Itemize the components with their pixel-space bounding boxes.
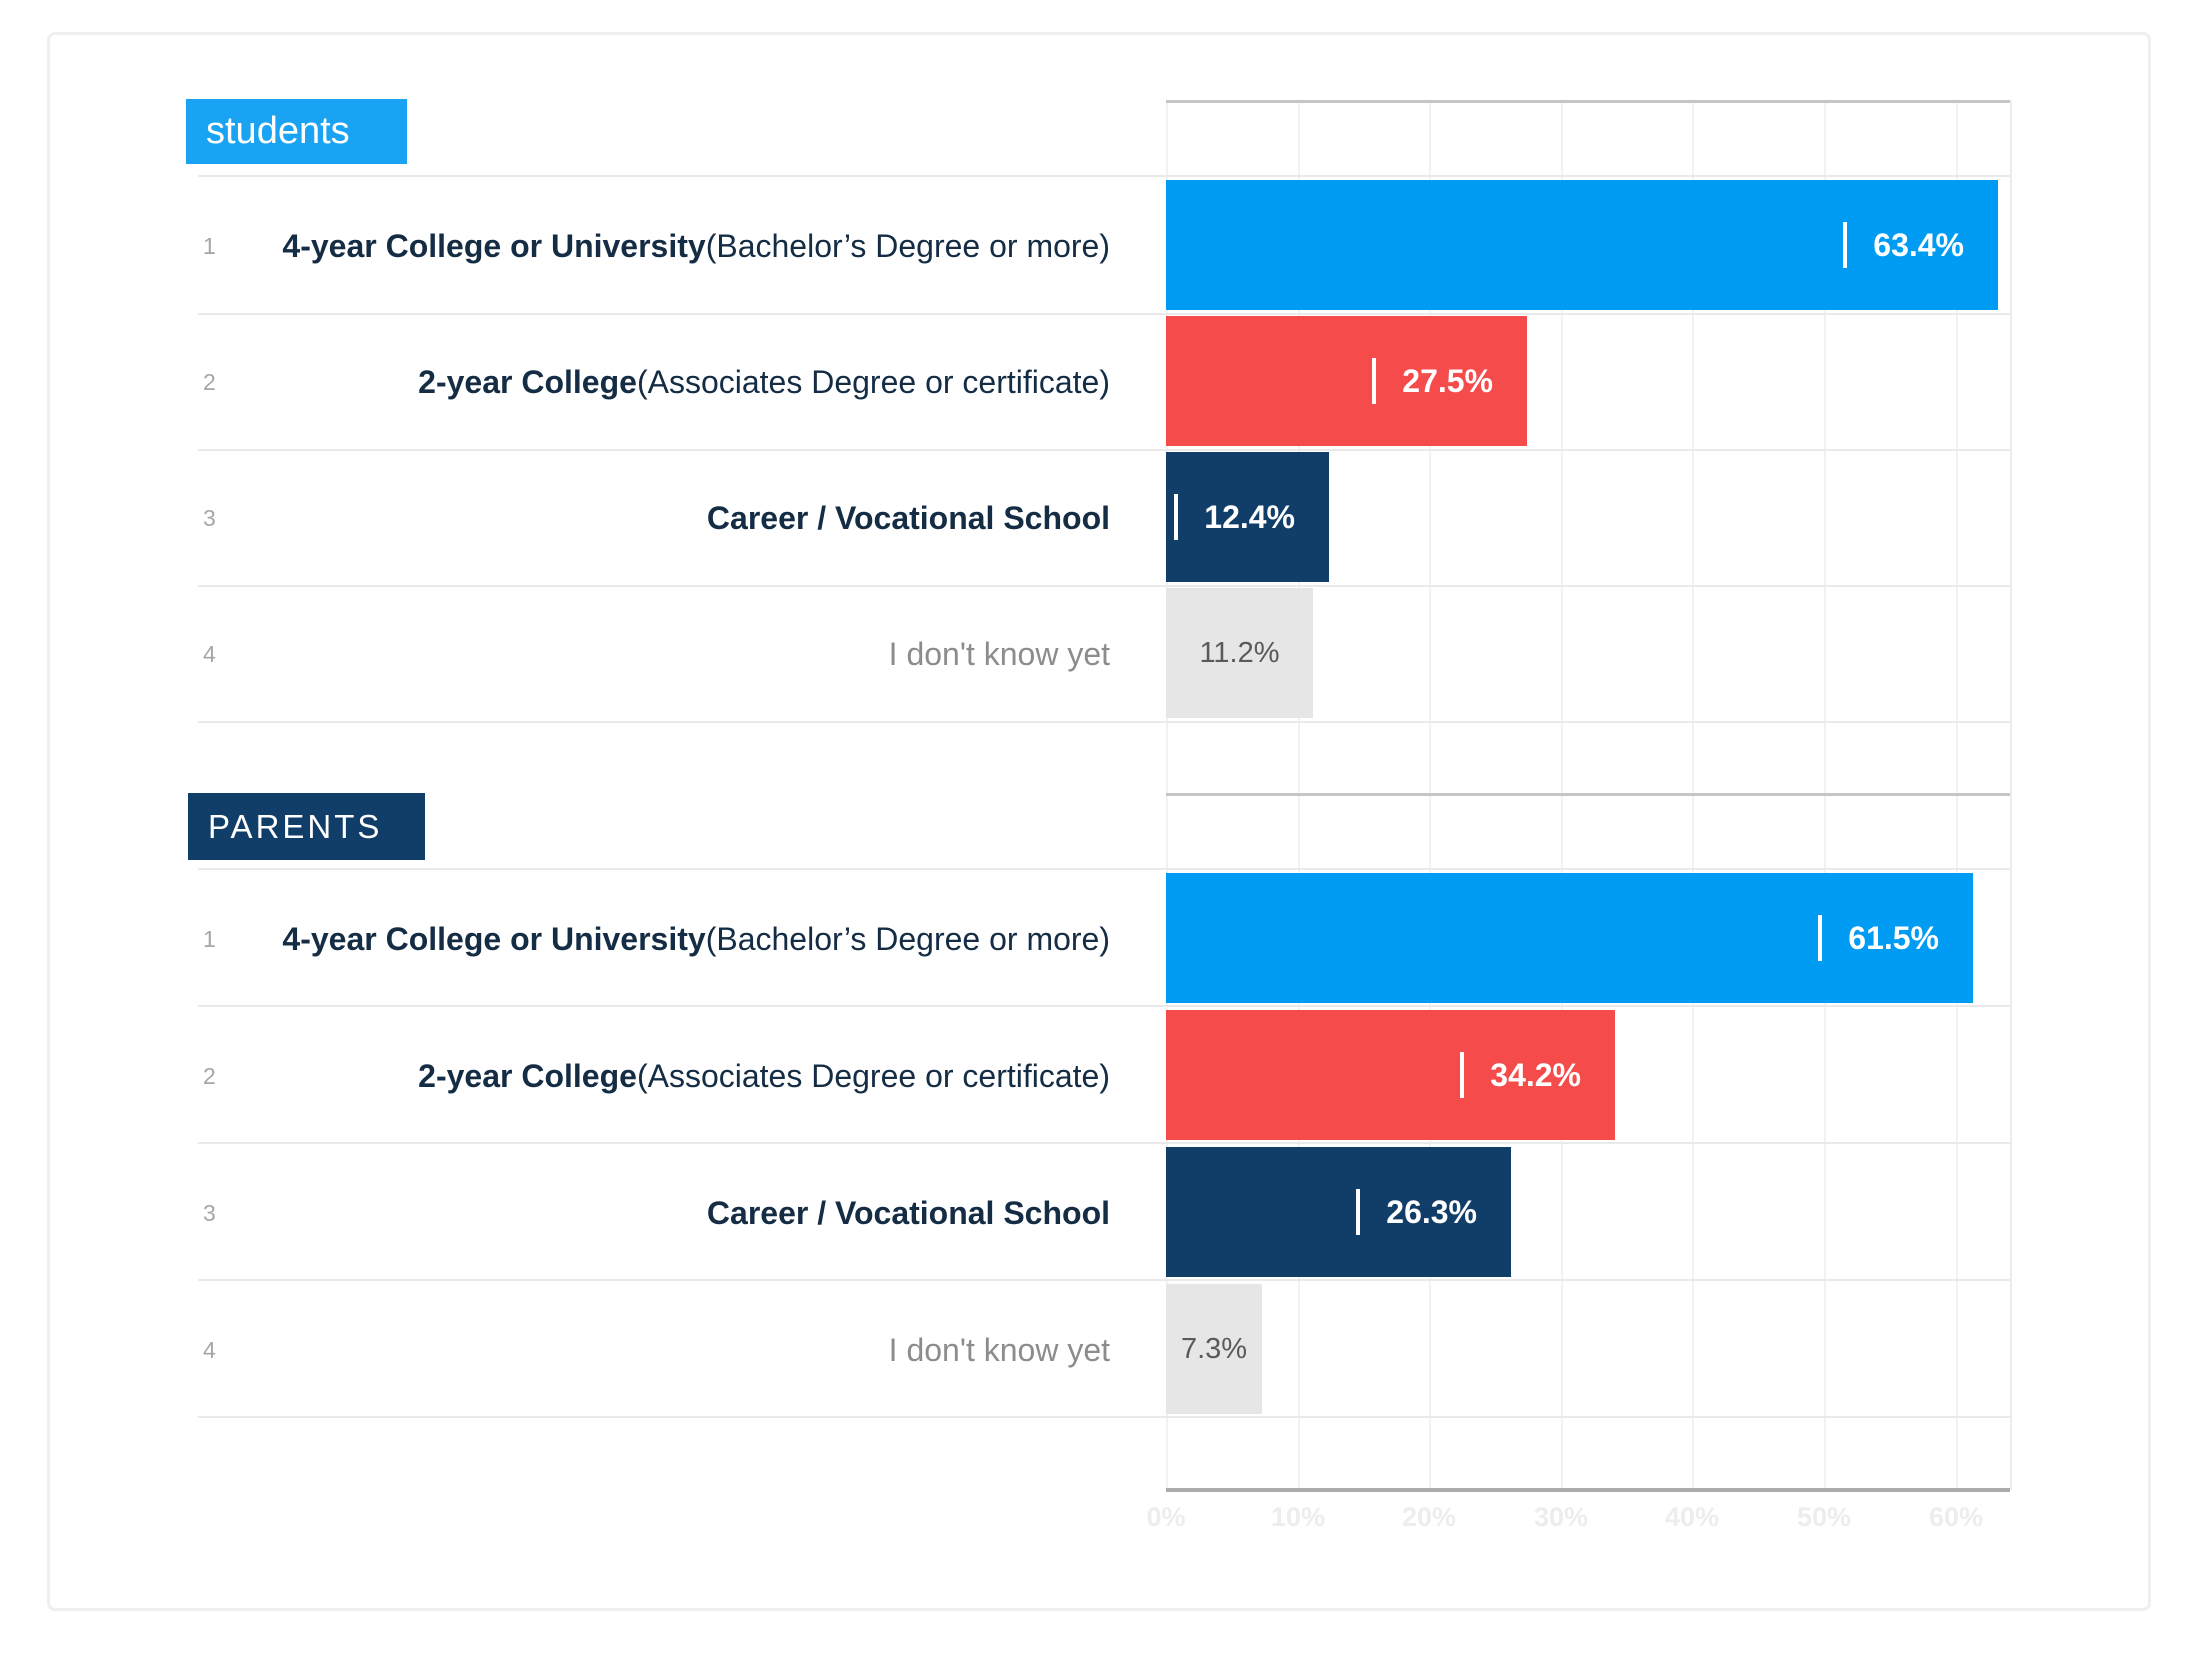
row-number: 3 [203, 1199, 216, 1226]
axis-tick-40: 40% [1664, 1502, 1720, 1532]
divider [198, 721, 2010, 723]
plot-right-border [2010, 100, 2012, 1490]
bar-parents-2year: 34.2% [1166, 1010, 1615, 1140]
bar-students-4year: 63.4% [1166, 180, 1998, 310]
value-pipe [1460, 1052, 1465, 1098]
axis-tick-20: 20% [1401, 1502, 1457, 1532]
row-number: 2 [203, 1062, 216, 1089]
value-pipe [1356, 1189, 1361, 1235]
value-label: 63.4% [1873, 226, 1964, 263]
row-number: 4 [203, 1336, 216, 1363]
value-pipe [1818, 915, 1823, 961]
divider [198, 1416, 2010, 1418]
divider [198, 449, 2010, 451]
row-label: I don't know yet [270, 586, 1110, 722]
row-number: 1 [203, 232, 216, 259]
x-axis-line [1166, 1488, 2010, 1492]
row-label: 4-year College or University (Bachelor’s… [270, 871, 1110, 1007]
section-header-parents-label: PARENTS [208, 807, 383, 845]
row-label-bold: Career / Vocational School [706, 1194, 1110, 1231]
row-label-bold: Career / Vocational School [706, 499, 1110, 536]
row-label: 4-year College or University (Bachelor’s… [270, 178, 1110, 314]
bar-parents-dont-know: 7.3% [1166, 1284, 1262, 1414]
section-header-students-label: students [206, 110, 350, 152]
row-label: I don't know yet [270, 1282, 1110, 1418]
value-label: 26.3% [1386, 1193, 1477, 1230]
divider [198, 313, 2010, 315]
bar-students-2year: 27.5% [1166, 316, 1527, 446]
parents-chart-top-border [1166, 793, 2010, 796]
row-label: Career / Vocational School [270, 450, 1110, 586]
divider [198, 1142, 2010, 1144]
axis-tick-60: 60% [1928, 1502, 1984, 1532]
axis-tick-30: 30% [1533, 1502, 1589, 1532]
row-number: 1 [203, 925, 216, 952]
row-label-bold: 4-year College or University [282, 920, 706, 957]
row-label-bold: 2-year College [418, 363, 637, 400]
row-label-rest: (Bachelor’s Degree or more) [705, 920, 1110, 957]
row-label-rest: (Associates Degree or certificate) [636, 363, 1110, 400]
row-number: 2 [203, 368, 216, 395]
value-label: 34.2% [1490, 1056, 1581, 1093]
row-label-rest: I don't know yet [888, 1331, 1110, 1368]
value-label: 27.5% [1402, 362, 1493, 399]
bar-students-dont-know: 11.2% [1166, 588, 1313, 718]
row-number: 3 [203, 504, 216, 531]
value-label: 7.3% [1180, 1332, 1248, 1365]
row-label-rest: (Bachelor’s Degree or more) [705, 227, 1110, 264]
divider [198, 585, 2010, 587]
value-pipe [1843, 222, 1848, 268]
value-label: 12.4% [1204, 498, 1295, 535]
axis-tick-10: 10% [1270, 1502, 1326, 1532]
axis-tick-0: 0% [1146, 1502, 1186, 1532]
divider [198, 1279, 2010, 1281]
students-chart-top-border [1166, 100, 2010, 103]
divider [198, 1005, 2010, 1007]
bar-parents-4year: 61.5% [1166, 873, 1973, 1003]
bar-parents-vocational: 26.3% [1166, 1147, 1511, 1277]
section-header-parents: PARENTS [188, 793, 425, 860]
value-pipe [1372, 358, 1377, 404]
section-header-students: students [186, 99, 407, 164]
value-label: 11.2% [1199, 636, 1280, 669]
row-label-rest: I don't know yet [888, 635, 1110, 672]
axis-tick-50: 50% [1796, 1502, 1852, 1532]
row-label: 2-year College (Associates Degree or cer… [270, 1008, 1110, 1144]
bar-students-vocational: 12.4% [1166, 452, 1329, 582]
row-label-rest: (Associates Degree or certificate) [636, 1057, 1110, 1094]
row-label-bold: 2-year College [418, 1057, 637, 1094]
value-label: 61.5% [1848, 919, 1939, 956]
row-number: 4 [203, 640, 216, 667]
divider [198, 175, 2010, 177]
row-label: Career / Vocational School [270, 1145, 1110, 1281]
row-label: 2-year College (Associates Degree or cer… [270, 314, 1110, 450]
divider [198, 868, 2010, 870]
row-label-bold: 4-year College or University [282, 227, 706, 264]
value-pipe [1174, 494, 1179, 540]
